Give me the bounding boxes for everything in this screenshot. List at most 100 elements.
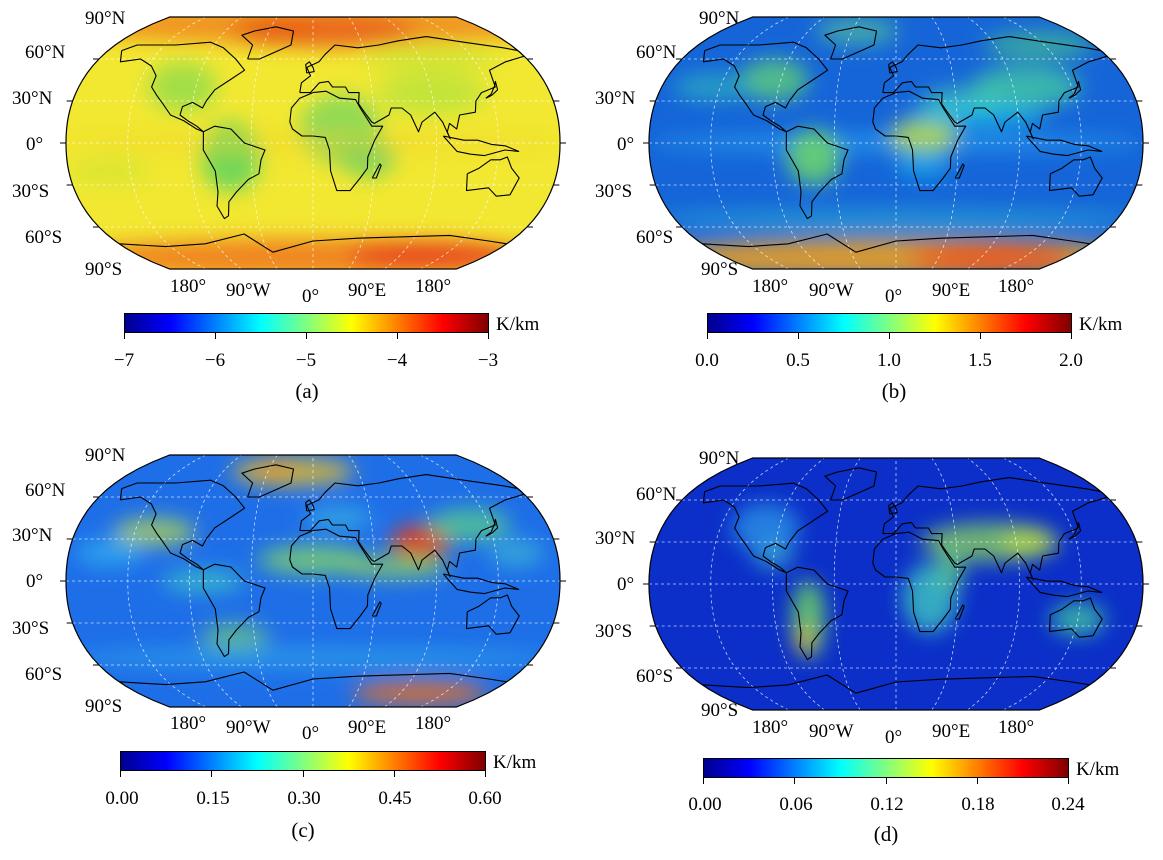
colorbar-tickmark xyxy=(485,771,486,777)
colorbar-tickmark xyxy=(794,778,795,784)
graticule-meridian xyxy=(710,458,789,710)
field-blob xyxy=(200,122,262,192)
coastline-japan xyxy=(485,518,499,537)
lon-label-180w: 180° xyxy=(170,713,207,734)
coastline-uk xyxy=(305,61,315,74)
graticule-meridian xyxy=(772,17,825,269)
colorbar-unit: K/km xyxy=(1076,759,1120,780)
colorbar-gradient xyxy=(707,313,1072,333)
lat-label-60n: 60°N xyxy=(25,42,66,63)
coastline-greenland xyxy=(241,26,295,60)
lat-label-30n: 30°N xyxy=(12,525,53,546)
lat-label-30s: 30°S xyxy=(12,181,50,202)
lon-label-0: 0° xyxy=(302,723,320,744)
lat-label-30s: 30°S xyxy=(595,181,633,202)
coastline-eurasia xyxy=(882,477,1108,581)
colorbar-tickmark xyxy=(215,333,216,339)
coastline-southAmerica xyxy=(202,125,266,220)
lat-label-30n: 30°N xyxy=(12,88,53,109)
coastline-eurasia xyxy=(299,474,525,578)
colorbar-tickmark xyxy=(211,771,212,777)
panel-label-b: (b) xyxy=(881,379,907,403)
coastline-uk xyxy=(305,499,315,512)
graticule-meridian xyxy=(710,17,789,269)
coastline-madagascar xyxy=(954,604,965,620)
lon-label-90e: 90°E xyxy=(932,721,971,742)
coastline-indonesia xyxy=(1025,576,1103,598)
coastline-southAmerica xyxy=(785,566,849,661)
field-blob xyxy=(347,241,513,269)
field-blob xyxy=(815,17,899,45)
lon-label-180e: 180° xyxy=(998,717,1035,738)
graticule xyxy=(649,458,1143,710)
lon-label-0: 0° xyxy=(885,286,903,307)
graticule-meridian xyxy=(384,17,437,269)
colorbar-tick-label: −6 xyxy=(204,350,226,371)
lat-label-30n: 30°N xyxy=(595,528,636,549)
lon-label-90w: 90°W xyxy=(809,280,854,301)
lon-label-180w: 180° xyxy=(752,276,789,297)
lat-label-60s: 60°S xyxy=(25,664,63,685)
field-blob xyxy=(304,506,373,530)
coastline-indonesia xyxy=(1025,135,1103,157)
coastline-greenland xyxy=(824,467,878,501)
field-blob xyxy=(428,508,511,542)
coastline-australia xyxy=(1048,156,1103,197)
coastlines xyxy=(119,26,525,253)
colorbar-tickmark xyxy=(1071,333,1072,339)
lat-label-90n: 90°N xyxy=(699,8,740,29)
field-blob xyxy=(889,119,958,153)
field-blob xyxy=(200,623,270,651)
coastline-africa xyxy=(289,90,384,192)
colorbar-tick-label: −5 xyxy=(295,350,317,371)
colorbar-tickmark xyxy=(394,771,395,777)
colorbar-tick-label: 0.24 xyxy=(1051,794,1085,815)
lat-label-60s: 60°S xyxy=(636,666,674,687)
coastlines xyxy=(702,467,1108,694)
lon-label-0: 0° xyxy=(885,727,903,748)
colorbar-unit: K/km xyxy=(1079,314,1123,335)
field-blob xyxy=(489,539,545,567)
lon-label-180w: 180° xyxy=(170,276,207,297)
colorbar-tick-label: 0.0 xyxy=(695,350,719,371)
graticule-meridian xyxy=(1003,458,1082,710)
lat-label-0: 0° xyxy=(617,574,635,595)
graticule-meridian xyxy=(189,455,242,707)
lat-label-60n: 60°N xyxy=(25,480,66,501)
colorbar-tick-label: 0.00 xyxy=(688,794,722,815)
field-blob xyxy=(937,549,965,591)
colorbar-tick-label: 0.15 xyxy=(196,788,230,809)
lat-label-0: 0° xyxy=(617,134,635,155)
graticule-meridian xyxy=(420,17,499,269)
colorbar-tickmark xyxy=(977,778,978,784)
coastline-antarctica xyxy=(702,674,1090,694)
field-blob xyxy=(983,31,1094,59)
colorbar-tick-label: 2.0 xyxy=(1059,350,1083,371)
coastline-australia xyxy=(465,156,520,197)
lon-label-90w: 90°W xyxy=(809,721,854,742)
panel-d: 90°N 60°N 30°N 0° 30°S 60°S 90°S 180° 90… xyxy=(583,438,1163,860)
lat-label-0: 0° xyxy=(26,134,44,155)
coastline-australia xyxy=(1048,597,1103,638)
colorbar-tickmark xyxy=(1068,778,1069,784)
coastline-eurasia xyxy=(299,36,525,140)
map-outline xyxy=(65,16,561,270)
colorbar-tick-label: −4 xyxy=(386,350,408,371)
field-blob xyxy=(672,73,755,101)
lon-label-180e: 180° xyxy=(415,276,452,297)
coastline-africa xyxy=(872,531,967,633)
map-a xyxy=(60,16,566,270)
map-c xyxy=(60,454,566,708)
colorbar-tick-label: 0.30 xyxy=(287,788,321,809)
coastline-japan xyxy=(485,80,499,99)
field-blob xyxy=(971,66,1082,108)
colorbar-unit: K/km xyxy=(493,752,537,773)
lat-label-60s: 60°S xyxy=(636,227,674,248)
coastline-northAmerica xyxy=(702,41,829,133)
graticule-meridian xyxy=(772,458,825,710)
panel-c: 90°N 60°N 30°N 0° 30°S 60°S 90°S 180° 90… xyxy=(0,438,580,860)
graticule xyxy=(649,17,1143,269)
coastline-greenland xyxy=(824,26,878,60)
field-blob xyxy=(376,73,487,115)
coastline-eurasia xyxy=(882,36,1108,140)
